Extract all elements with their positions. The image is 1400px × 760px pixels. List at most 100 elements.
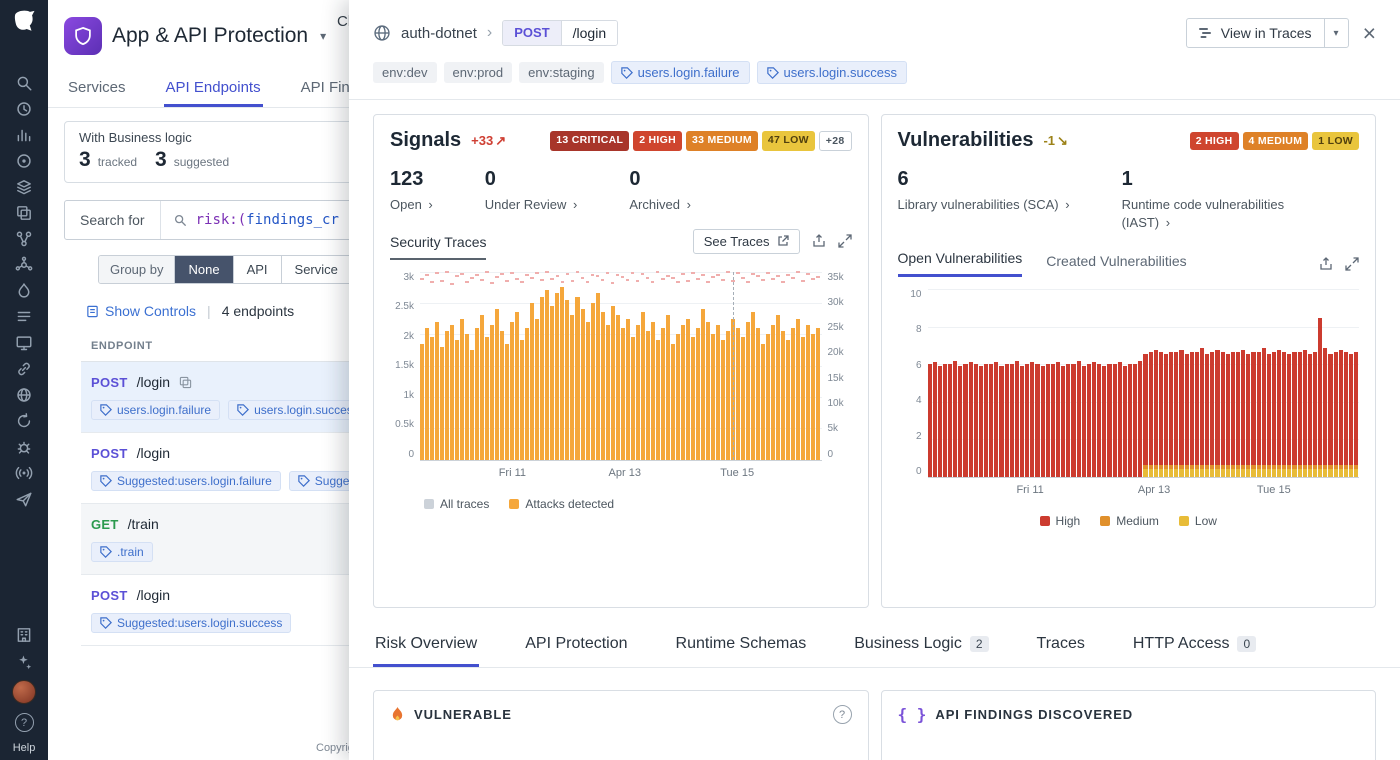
expand-icon[interactable]	[837, 234, 852, 248]
metrics-icon[interactable]	[15, 126, 33, 144]
share-icon[interactable]	[812, 234, 826, 248]
severity-badge[interactable]: 47 LOW	[761, 130, 815, 151]
env-tag[interactable]: env:staging	[519, 62, 604, 83]
stat-block[interactable]: 1 Runtime code vulnerabilities (IAST) ›	[1122, 168, 1327, 231]
legend-item[interactable]: Low	[1178, 514, 1217, 528]
endpoint-tag[interactable]: .train	[91, 542, 153, 563]
stacked-bar	[984, 289, 989, 478]
service-name[interactable]: auth-dotnet	[401, 24, 477, 42]
trace-mark	[701, 273, 705, 276]
show-controls-button[interactable]: Show Controls	[86, 303, 196, 319]
org-icon[interactable]	[15, 626, 33, 644]
bar-segment	[1297, 468, 1302, 478]
history-icon[interactable]	[15, 100, 33, 118]
apm-icon[interactable]	[15, 178, 33, 196]
stacked-bar	[1112, 289, 1117, 478]
bar-segment	[1343, 464, 1349, 469]
stacked-bar	[1122, 289, 1127, 478]
group-option-none[interactable]: None	[175, 256, 234, 284]
search-input[interactable]: risk:(findings_cr	[161, 212, 351, 228]
endpoint-tag[interactable]: Suggested:users.login.success	[91, 613, 292, 634]
stacked-bar	[1004, 289, 1009, 478]
panel-tab-runtime-schemas[interactable]: Runtime Schemas	[674, 624, 809, 667]
severity-badge[interactable]: +28	[818, 130, 852, 151]
view-in-traces-button[interactable]: View in Traces	[1187, 19, 1325, 47]
see-traces-button[interactable]: See Traces	[692, 228, 800, 254]
now-marker-line	[733, 271, 735, 460]
bar	[730, 318, 735, 460]
tab-security-traces[interactable]: Security Traces	[390, 234, 487, 260]
tab-api-endpoints[interactable]: API Endpoints	[164, 70, 263, 107]
severity-badge[interactable]: 2 HIGH	[633, 130, 682, 151]
env-tag[interactable]: env:prod	[443, 62, 513, 83]
tag-label: users.login.failure	[637, 65, 740, 80]
ci-icon[interactable]	[15, 412, 33, 430]
panel-tab-http-access[interactable]: HTTP Access 0	[1131, 624, 1258, 667]
header-partial-action[interactable]: Cl	[337, 13, 352, 30]
tab-open-vulnerabilities[interactable]: Open Vulnerabilities	[897, 250, 1023, 278]
trace-mark	[435, 271, 439, 274]
view-in-traces-caret[interactable]: ▾	[1333, 27, 1339, 39]
endpoint-tag[interactable]: Suggested:users.login.failure	[91, 471, 281, 492]
datadog-logo-icon[interactable]	[9, 6, 39, 36]
panel-tab-api-protection[interactable]: API Protection	[523, 624, 629, 667]
vulnerabilities-plot[interactable]	[927, 289, 1359, 479]
help-circle-icon[interactable]: ?	[832, 705, 852, 724]
panel-tab-traces[interactable]: Traces	[1035, 624, 1087, 667]
severity-badge[interactable]: 33 MEDIUM	[686, 130, 758, 151]
severity-badge[interactable]: 2 HIGH	[1189, 131, 1239, 150]
endpoint-tag[interactable]: users.login.failure	[91, 400, 221, 421]
copy-icon[interactable]	[179, 376, 192, 389]
env-tag[interactable]: env:dev	[373, 62, 437, 83]
severity-badge[interactable]: 13 CRITICAL	[550, 130, 630, 151]
endpoint-tag[interactable]: users.login.failure	[610, 61, 750, 84]
llm-icon[interactable]	[15, 490, 33, 508]
expand-icon[interactable]	[1345, 257, 1359, 271]
error-tracking-icon[interactable]	[15, 438, 33, 456]
panel-tab-business-logic[interactable]: Business Logic 2	[852, 624, 990, 667]
share-icon[interactable]	[1319, 257, 1333, 271]
title-chevron-down-icon[interactable]: ▾	[320, 29, 327, 44]
close-panel-icon[interactable]: ×	[1362, 19, 1376, 46]
threats-icon[interactable]	[15, 282, 33, 300]
tab-services[interactable]: Services	[68, 79, 126, 97]
rum-icon[interactable]	[15, 334, 33, 352]
severity-badge[interactable]: 4 MEDIUM	[1242, 131, 1309, 150]
stat-block[interactable]: 0 Archived ›	[629, 168, 691, 214]
broadcast-icon[interactable]	[15, 464, 33, 482]
bar	[520, 340, 525, 460]
group-option-service[interactable]: Service	[281, 256, 352, 284]
watchdog-icon[interactable]	[15, 152, 33, 170]
bar	[655, 340, 660, 460]
user-avatar[interactable]	[12, 680, 36, 704]
legend-item[interactable]: High	[1039, 514, 1080, 528]
logs-icon[interactable]	[15, 308, 33, 326]
synthetics-icon[interactable]	[15, 360, 33, 378]
vulnerabilities-chart[interactable]: 10 8 6 4 2 0	[898, 289, 1359, 479]
signals-plot[interactable]	[420, 270, 822, 461]
gridline	[927, 401, 1359, 403]
search-for-label[interactable]: Search for	[65, 201, 161, 240]
signals-chart[interactable]: 3k 2.5k 2k 1.5k 1k 0.5k 0 35k 30k 25k 20k 15k 10k 5k…	[390, 270, 852, 461]
stat-block[interactable]: 0 Under Review ›	[485, 168, 578, 214]
security-globe-icon[interactable]	[15, 386, 33, 404]
endpoint-tag[interactable]: users.login.success	[756, 61, 907, 84]
legend-item[interactable]: All traces	[424, 497, 489, 511]
stat-block[interactable]: 123 Open ›	[390, 168, 433, 214]
copy-icon[interactable]	[15, 204, 33, 222]
tab-created-vulnerabilities[interactable]: Created Vulnerabilities	[1046, 253, 1187, 270]
sparkles-icon[interactable]	[15, 653, 33, 671]
stacked-bar	[1153, 289, 1158, 478]
endpoint-tag[interactable]: users.login.success	[228, 400, 368, 421]
search-icon[interactable]	[15, 74, 33, 92]
stat-chevron-icon: ›	[1061, 197, 1070, 212]
stat-block[interactable]: 6 Library vulnerabilities (SCA) ›	[898, 168, 1070, 231]
panel-tab-risk-overview[interactable]: Risk Overview	[373, 624, 479, 667]
servicemap-icon[interactable]	[15, 256, 33, 274]
severity-badge[interactable]: 1 LOW	[1312, 131, 1359, 150]
group-option-api[interactable]: API	[233, 256, 282, 284]
legend-item[interactable]: Attacks detected	[509, 497, 614, 511]
legend-item[interactable]: Medium	[1100, 514, 1159, 528]
help-icon[interactable]: ?	[14, 713, 34, 732]
network-icon[interactable]	[15, 230, 33, 248]
